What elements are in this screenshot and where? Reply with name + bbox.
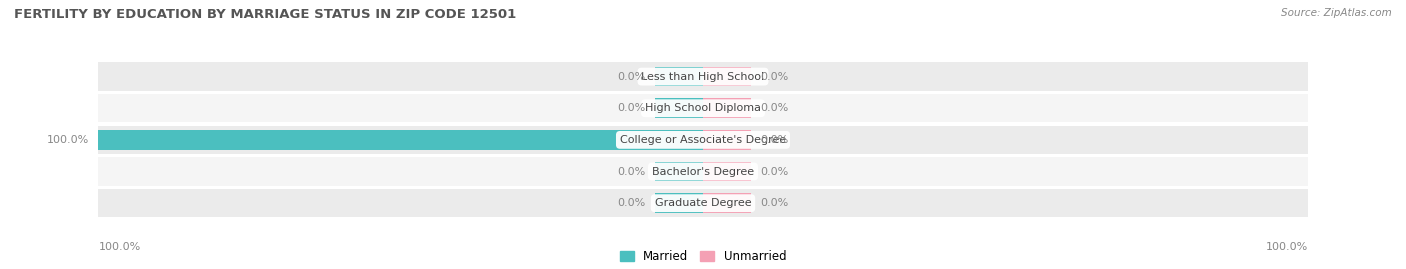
Text: FERTILITY BY EDUCATION BY MARRIAGE STATUS IN ZIP CODE 12501: FERTILITY BY EDUCATION BY MARRIAGE STATU… <box>14 8 516 21</box>
Text: 100.0%: 100.0% <box>48 135 90 145</box>
Text: College or Associate's Degree: College or Associate's Degree <box>620 135 786 145</box>
Text: 100.0%: 100.0% <box>1265 242 1308 253</box>
Text: Graduate Degree: Graduate Degree <box>655 198 751 208</box>
Bar <box>703 162 751 181</box>
Bar <box>98 189 1308 217</box>
Legend: Married, Unmarried: Married, Unmarried <box>620 250 786 263</box>
Bar <box>703 98 751 118</box>
Bar <box>98 62 1308 91</box>
Text: Bachelor's Degree: Bachelor's Degree <box>652 167 754 176</box>
Text: 0.0%: 0.0% <box>617 198 645 208</box>
Bar <box>703 193 751 213</box>
Bar <box>655 162 703 181</box>
Text: 0.0%: 0.0% <box>617 103 645 113</box>
Bar <box>98 130 703 150</box>
Text: 100.0%: 100.0% <box>98 242 141 253</box>
Bar <box>655 193 703 213</box>
Bar <box>703 130 751 150</box>
Text: 0.0%: 0.0% <box>761 135 789 145</box>
Bar <box>703 67 751 86</box>
Text: 0.0%: 0.0% <box>617 167 645 176</box>
Bar <box>98 126 1308 154</box>
Bar <box>655 67 703 86</box>
Text: 0.0%: 0.0% <box>761 72 789 82</box>
Bar <box>98 157 1308 186</box>
Text: Less than High School: Less than High School <box>641 72 765 82</box>
Bar <box>98 94 1308 122</box>
Text: 0.0%: 0.0% <box>761 167 789 176</box>
Text: High School Diploma: High School Diploma <box>645 103 761 113</box>
Text: 0.0%: 0.0% <box>761 103 789 113</box>
Text: 0.0%: 0.0% <box>617 72 645 82</box>
Text: 0.0%: 0.0% <box>761 198 789 208</box>
Text: Source: ZipAtlas.com: Source: ZipAtlas.com <box>1281 8 1392 18</box>
Bar <box>655 98 703 118</box>
